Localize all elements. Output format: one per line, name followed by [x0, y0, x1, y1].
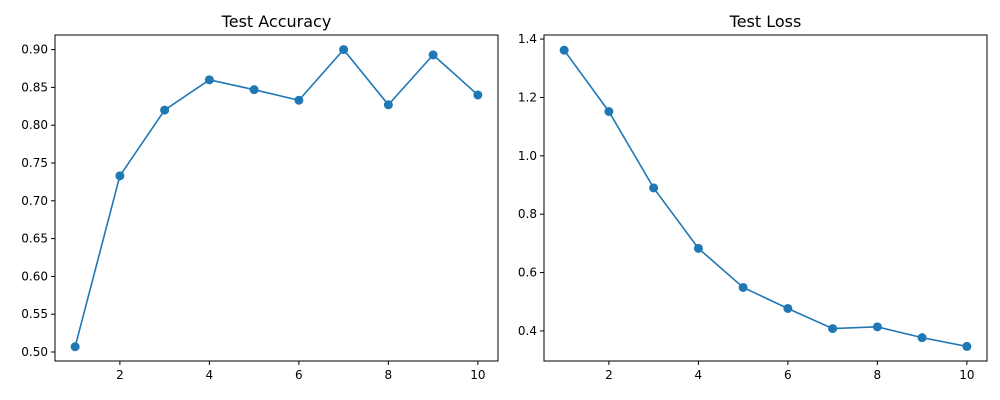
x-tick-label: 4 — [695, 368, 703, 382]
data-point — [917, 333, 927, 343]
data-point — [559, 45, 569, 55]
data-point — [872, 322, 882, 332]
y-tick-label: 1.0 — [518, 149, 537, 163]
y-tick-label: 0.4 — [518, 324, 537, 338]
x-tick-label: 6 — [784, 368, 792, 382]
y-tick-label: 0.85 — [21, 80, 48, 94]
axes-frame — [54, 34, 499, 362]
y-tick-label: 0.90 — [21, 43, 48, 57]
data-point — [604, 106, 614, 116]
y-tick-label: 0.70 — [21, 194, 48, 208]
y-tick-label: 0.60 — [21, 269, 48, 283]
chart-test-loss: Test Loss 2 4 6 8 10 0.4 0.6 0.8 1.0 1.2 1.4 — [518, 12, 988, 382]
y-tick-label: 0.6 — [518, 266, 537, 280]
data-point — [204, 75, 214, 85]
data-point — [962, 341, 972, 351]
series-group — [70, 45, 483, 352]
data-point — [249, 85, 259, 95]
tick-group: 2 4 6 8 10 0.50 0.55 0.60 0.65 0.70 0.75 0.80 0.85 0.… — [21, 43, 485, 382]
y-tick-label: 0.75 — [21, 156, 48, 170]
data-point — [693, 243, 703, 253]
y-tick-label: 0.50 — [21, 345, 48, 359]
y-tick-label: 0.55 — [21, 307, 48, 321]
data-point — [473, 90, 483, 100]
x-tick-label: 8 — [385, 368, 393, 382]
y-tick-label: 1.2 — [518, 90, 537, 104]
chart-test-accuracy: Test Accuracy 2 4 6 8 10 0.50 0.55 0.60 0.65 0.70… — [21, 12, 499, 382]
data-point — [70, 342, 80, 352]
data-point — [294, 95, 304, 105]
data-point — [383, 100, 393, 110]
x-tick-label: 6 — [295, 368, 303, 382]
x-tick-label: 2 — [116, 368, 124, 382]
x-tick-label: 2 — [605, 368, 613, 382]
tick-group: 2 4 6 8 10 0.4 0.6 0.8 1.0 1.2 1.4 — [518, 32, 975, 382]
y-tick-label: 0.80 — [21, 118, 48, 132]
series-line — [563, 49, 968, 348]
data-point — [783, 303, 793, 313]
series-line — [74, 48, 479, 347]
y-tick-label: 1.4 — [518, 32, 537, 46]
axes-frame — [543, 34, 988, 362]
x-tick-label: 10 — [959, 368, 974, 382]
data-point — [115, 171, 125, 181]
chart-title: Test Accuracy — [221, 12, 332, 31]
data-point — [649, 183, 659, 193]
x-tick-label: 10 — [470, 368, 485, 382]
data-point — [339, 45, 349, 55]
x-tick-label: 8 — [874, 368, 882, 382]
chart-title: Test Loss — [729, 12, 802, 31]
y-tick-label: 0.8 — [518, 207, 537, 221]
y-tick-label: 0.65 — [21, 232, 48, 246]
x-tick-label: 4 — [206, 368, 214, 382]
data-point — [160, 105, 170, 115]
data-point — [738, 282, 748, 292]
data-point — [428, 50, 438, 60]
series-group — [559, 45, 972, 351]
data-point — [828, 324, 838, 334]
